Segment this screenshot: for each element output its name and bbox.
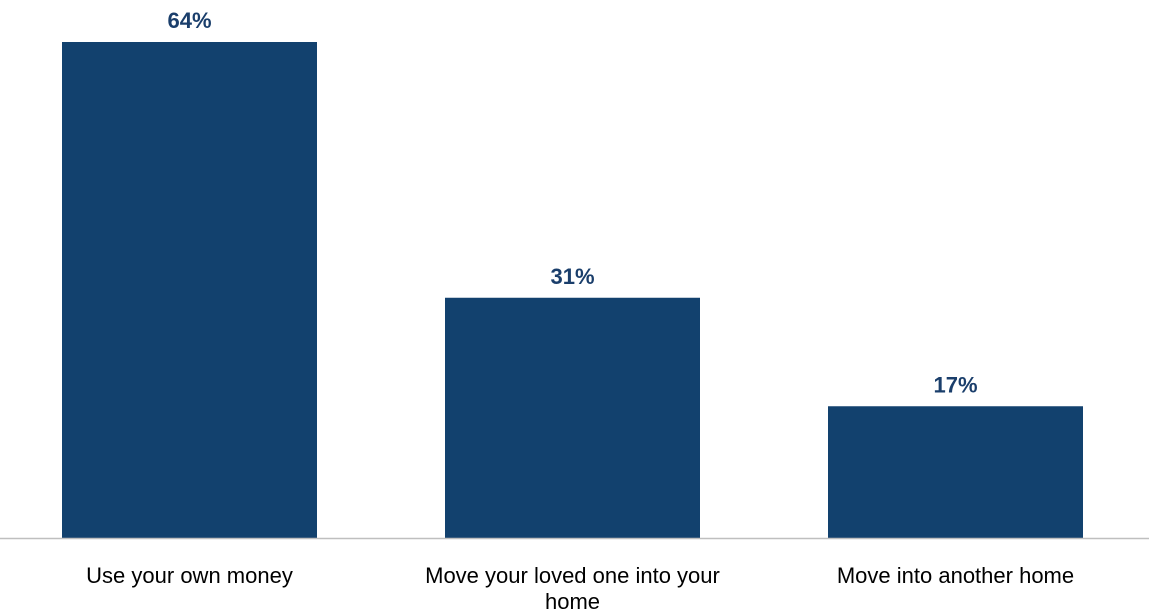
bar-0 — [62, 42, 317, 538]
category-labels-group: Use your own money Move your loved one in… — [86, 563, 1074, 614]
bar-value-label-0: 64% — [167, 8, 211, 33]
bar-1 — [445, 297, 700, 538]
category-label-0: Use your own money — [86, 563, 293, 588]
bar-2 — [828, 406, 1083, 538]
bar-value-label-1: 31% — [550, 264, 594, 289]
category-label-1-line-0: Move your loved one into your — [425, 563, 720, 588]
value-labels-group: 64% 31% 17% — [167, 8, 977, 397]
category-label-2: Move into another home — [837, 563, 1074, 588]
bars-group — [62, 42, 1083, 538]
category-label-1-line-1: home — [545, 589, 600, 614]
bar-value-label-2: 17% — [933, 372, 977, 397]
